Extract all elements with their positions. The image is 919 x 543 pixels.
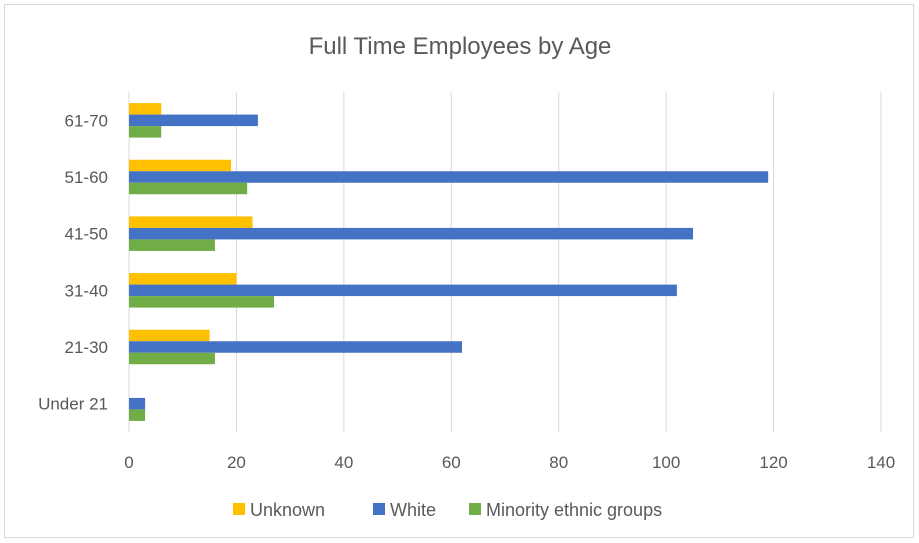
chart-title: Full Time Employees by Age [308,33,612,60]
bar-minority-ethnic-groups [129,352,215,365]
y-axis: Under 21 21-30 31-40 41-50 51-60 61-70 [38,111,108,413]
y-tick-label: 61-70 [65,111,108,130]
x-tick-label: 0 [124,453,133,472]
legend-label: White [390,500,436,520]
x-tick-label: 20 [227,453,246,472]
bar-unknown [129,159,232,172]
y-tick-label: 21-30 [65,338,108,357]
chart-frame: Full Time Employees by Age [4,4,914,538]
x-tick-label: 140 [867,453,895,472]
bar-minority-ethnic-groups [129,126,162,138]
x-tick-label: 60 [442,453,461,472]
gridlines [128,92,882,432]
bar-unknown [129,216,253,228]
bar-white [129,227,693,240]
x-tick-label: 40 [334,453,353,472]
bar-minority-ethnic-groups [129,296,275,308]
bar-unknown [129,273,237,285]
bar-unknown [129,103,162,115]
x-tick-label: 100 [652,453,680,472]
bar-white [129,397,146,410]
bar-minority-ethnic-groups [129,409,146,421]
y-tick-label: 31-40 [65,281,108,300]
bar-minority-ethnic-groups [129,182,248,195]
legend: Unknown White Minority ethnic groups [233,500,662,520]
y-tick-label: 51-60 [65,168,108,187]
y-tick-label: Under 21 [38,395,108,414]
x-axis: 0 20 40 60 80 100 120 140 [124,453,895,472]
bars [129,103,769,421]
x-tick-label: 80 [549,453,568,472]
legend-label: Unknown [250,500,325,520]
bar-white [129,114,258,127]
legend-swatch [469,503,481,515]
bar-minority-ethnic-groups [129,239,215,251]
bar-white [129,171,769,183]
legend-label: Minority ethnic groups [486,500,662,520]
x-tick-label: 120 [759,453,787,472]
legend-swatch [373,503,385,515]
bar-white [129,284,677,297]
y-tick-label: 41-50 [65,225,108,244]
legend-swatch [233,503,245,515]
bar-unknown [129,329,210,342]
bar-white [129,341,463,353]
